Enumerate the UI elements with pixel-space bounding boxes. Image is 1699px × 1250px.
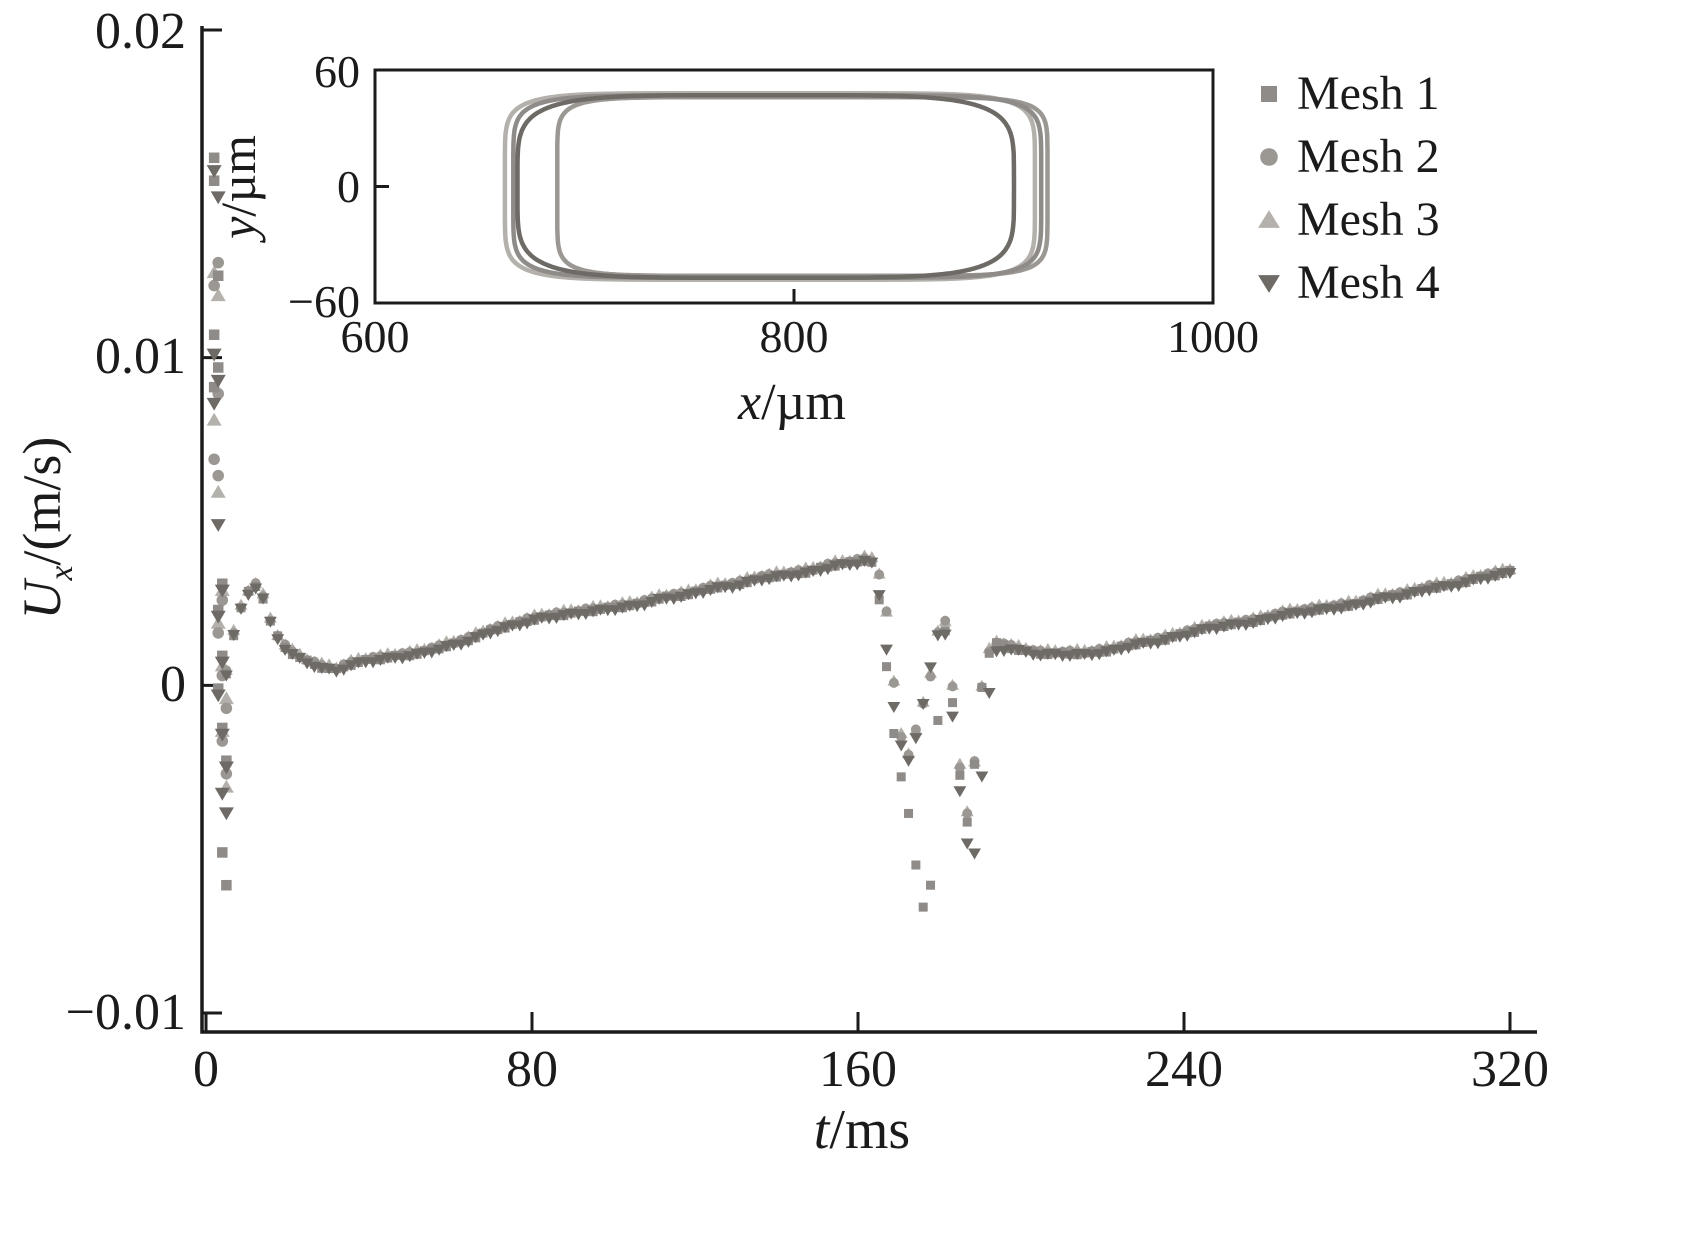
main-x-tick-2: 160 (819, 1041, 897, 1098)
inset-ylabel-symbol: y (210, 216, 266, 239)
main-y-tick-1: 0.01 (95, 328, 186, 385)
legend-item-mesh-1: Mesh 1 (1256, 66, 1440, 122)
main-y-tick-0: 0.02 (95, 3, 186, 60)
inset-contour-mesh-4 (515, 92, 1017, 281)
main-x-axis-label: t/ms (762, 1099, 962, 1162)
inset-axes (373, 68, 1215, 305)
square-marker-icon (1256, 81, 1282, 107)
inset-contour-mesh-2 (555, 94, 1050, 279)
inset-y-tick-2: −60 (288, 276, 360, 327)
triangle-up-marker-icon (1256, 207, 1282, 233)
main-y-tick-2: 0 (160, 656, 186, 713)
series-mesh-4 (206, 165, 1517, 860)
circle-marker-icon (1256, 144, 1282, 170)
inset-y-tick-1: 0 (337, 161, 360, 212)
legend-item-mesh-3: Mesh 3 (1256, 192, 1440, 248)
main-x-tick-0: 0 (193, 1041, 219, 1098)
ylabel-subscript: x (42, 565, 80, 581)
legend-label: Mesh 2 (1297, 130, 1440, 183)
main-y-tick-3: −0.01 (65, 984, 186, 1041)
legend-label: Mesh 1 (1297, 67, 1440, 120)
inset-y-axis-label: y/µm (208, 77, 268, 297)
triangle-down-marker-icon (1256, 270, 1282, 296)
inset-ylabel-units: /µm (210, 135, 266, 217)
legend: Mesh 1 Mesh 2 Mesh 3 Mesh 4 (1256, 66, 1440, 311)
xlabel-symbol: t (813, 1099, 830, 1161)
main-y-axis-label: Ux/(m/s) (12, 358, 80, 698)
main-x-tick-4: 320 (1471, 1041, 1549, 1098)
inset-contour-mesh-1 (511, 92, 1044, 281)
legend-label: Mesh 4 (1297, 256, 1440, 309)
ylabel-units: /(m/s) (12, 436, 72, 566)
legend-item-mesh-2: Mesh 2 (1256, 129, 1440, 185)
main-x-tick-3: 240 (1145, 1041, 1223, 1098)
main-axes (200, 26, 1537, 1034)
legend-label: Mesh 3 (1297, 193, 1440, 246)
legend-item-mesh-4: Mesh 4 (1256, 255, 1440, 311)
main-x-tick-1: 80 (506, 1041, 558, 1098)
inset-contour-mesh-3 (502, 91, 1038, 282)
xlabel-units: /ms (829, 1099, 911, 1161)
inset-xlabel-symbol: x (738, 374, 762, 431)
ylabel-symbol: U (12, 580, 72, 620)
inset-xlabel-units: /µm (761, 374, 846, 431)
inset-x-tick-2: 1000 (1167, 311, 1259, 362)
inset-x-tick-1: 800 (759, 311, 829, 362)
inset-x-tick-0: 600 (340, 311, 410, 362)
inset-y-tick-0: 60 (314, 46, 360, 97)
inset-x-axis-label: x/µm (692, 374, 892, 431)
